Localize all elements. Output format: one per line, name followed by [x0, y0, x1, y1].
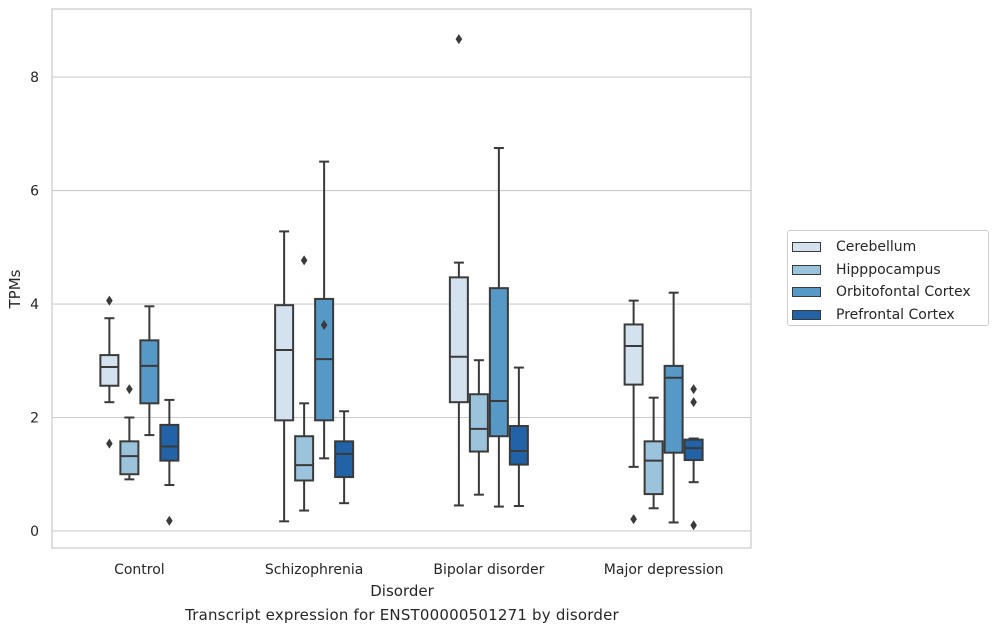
y-tick-label: 8	[30, 70, 39, 86]
box-orbitofontal-cortex	[314, 160, 335, 460]
x-axis-label: Disorder	[370, 582, 434, 600]
legend-item: Orbitofontal Cortex	[792, 281, 988, 304]
box-cerebellum	[99, 295, 120, 449]
y-tick-label: 2	[30, 411, 39, 427]
box-prefrontal-cortex	[334, 410, 355, 505]
y-axis-label: TPMs	[6, 269, 24, 309]
y-tick-label: 6	[30, 184, 39, 200]
x-tick-label: Bipolar disorder	[433, 562, 544, 578]
legend-swatch	[792, 287, 821, 298]
legend: Cerebellum Hipppocampus Orbitofontal Corte…	[787, 230, 989, 326]
box-hipppocampus	[294, 255, 315, 512]
chart-caption: Transcript expression for ENST0000050127…	[185, 606, 619, 624]
legend-swatch	[792, 242, 821, 253]
x-tick-labels: Control Schizophrenia Bipolar disorder Majo…	[114, 562, 723, 578]
outlier-point	[106, 295, 113, 306]
x-tick-label: Control	[114, 562, 165, 578]
box-body	[139, 339, 160, 405]
x-tick-label: Schizophrenia	[265, 562, 363, 578]
outlier-point	[300, 255, 308, 266]
box-cerebellum	[448, 34, 469, 507]
box-body	[274, 304, 295, 422]
box-body	[643, 440, 664, 496]
box-body	[448, 276, 469, 404]
box-orbitofontal-cortex	[488, 147, 509, 508]
legend-item: Hipppocampus	[792, 259, 988, 282]
legend-label: Orbitofontal Cortex	[836, 284, 971, 301]
box-cerebellum	[274, 230, 295, 523]
outlier-point	[106, 438, 113, 449]
y-tick-label: 4	[30, 297, 39, 313]
box-body	[468, 393, 489, 453]
box-orbitofontal-cortex	[663, 291, 684, 524]
outlier-point	[630, 514, 637, 525]
box-body	[119, 440, 140, 476]
box-body	[508, 425, 529, 466]
outlier-point	[455, 34, 463, 45]
legend-label: Prefrontal Cortex	[836, 306, 955, 323]
legend-item: Prefrontal Cortex	[792, 304, 988, 327]
box-body	[99, 354, 120, 387]
box-cerebellum	[623, 299, 644, 525]
box-prefrontal-cortex	[508, 366, 529, 508]
box-layer	[99, 34, 704, 531]
outlier-point	[690, 520, 697, 531]
legend-label: Cerebellum	[836, 239, 917, 256]
box-prefrontal-cortex	[159, 398, 180, 526]
box-body	[334, 440, 355, 479]
box-body	[294, 435, 315, 482]
outlier-point	[690, 384, 697, 395]
legend-item: Cerebellum	[792, 236, 988, 259]
outlier-point	[126, 384, 133, 395]
box-hipppocampus	[468, 359, 489, 496]
outlier-point	[166, 515, 173, 526]
box-orbitofontal-cortex	[139, 305, 160, 437]
legend-swatch	[792, 264, 821, 275]
box-body	[159, 423, 180, 462]
box-prefrontal-cortex	[683, 384, 704, 531]
box-hipppocampus	[643, 396, 664, 510]
legend-label: Hipppocampus	[836, 261, 941, 278]
outlier-point	[320, 320, 328, 331]
box-body	[488, 287, 509, 438]
y-tick-labels: 0 2 4 6 8	[30, 70, 39, 540]
outlier-point	[690, 397, 697, 408]
legend-swatch	[792, 309, 821, 320]
box-hipppocampus	[119, 384, 140, 481]
box-body	[623, 323, 644, 386]
box-body	[663, 364, 684, 454]
x-tick-label: Major depression	[604, 562, 724, 578]
plot-area-frame	[51, 8, 752, 549]
y-tick-label: 0	[30, 524, 39, 540]
box-body	[683, 438, 704, 462]
